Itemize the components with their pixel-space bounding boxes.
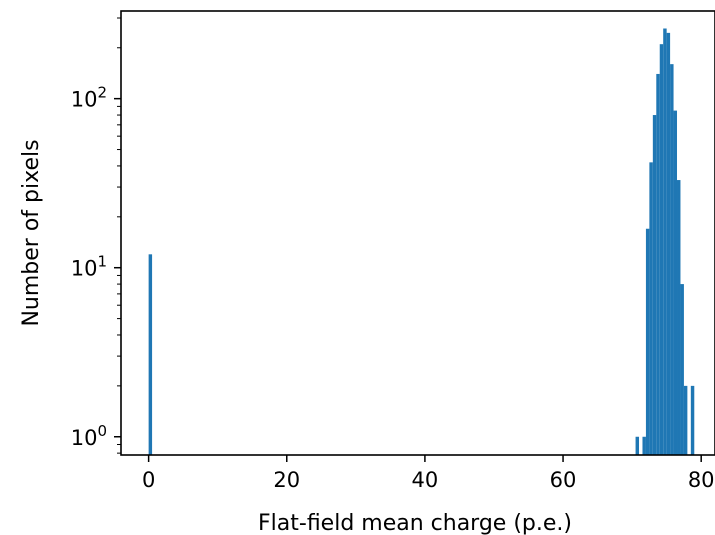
histogram-bar bbox=[683, 385, 688, 455]
y-tick-label: 102 bbox=[71, 84, 107, 112]
histogram-bar bbox=[635, 436, 640, 455]
x-tick-label: 0 bbox=[142, 468, 155, 492]
histogram-bar bbox=[649, 162, 653, 455]
x-tick-label: 20 bbox=[273, 468, 300, 492]
x-axis-label: Flat-field mean charge (p.e.) bbox=[258, 511, 572, 535]
histogram-bar bbox=[656, 73, 660, 455]
histogram-bar bbox=[659, 44, 664, 456]
x-tick-label: 60 bbox=[550, 468, 577, 492]
y-tick-label: 100 bbox=[71, 422, 107, 450]
y-axis-ticks: 100 101 102 bbox=[71, 17, 121, 454]
histogram-bar bbox=[690, 385, 695, 455]
histogram-bar bbox=[670, 64, 674, 456]
x-tick-label: 40 bbox=[412, 468, 439, 492]
histogram-bar bbox=[673, 110, 678, 455]
y-axis-label: Number of pixels bbox=[19, 139, 44, 326]
histogram-bar bbox=[680, 284, 684, 455]
histogram-bar bbox=[642, 436, 646, 455]
y-tick-label: 101 bbox=[71, 253, 107, 281]
plot-frame bbox=[120, 10, 715, 456]
x-tick-label: 80 bbox=[688, 468, 715, 492]
histogram-bars bbox=[148, 28, 695, 456]
axes bbox=[120, 10, 715, 456]
histogram-bar bbox=[148, 254, 153, 455]
histogram-bar bbox=[666, 32, 671, 456]
histogram-bar bbox=[652, 115, 657, 455]
histogram-bar bbox=[663, 28, 667, 455]
histogram-bar bbox=[645, 228, 650, 455]
histogram-bar bbox=[677, 180, 681, 456]
x-axis-ticks: 0 20 40 60 80 bbox=[142, 455, 715, 492]
